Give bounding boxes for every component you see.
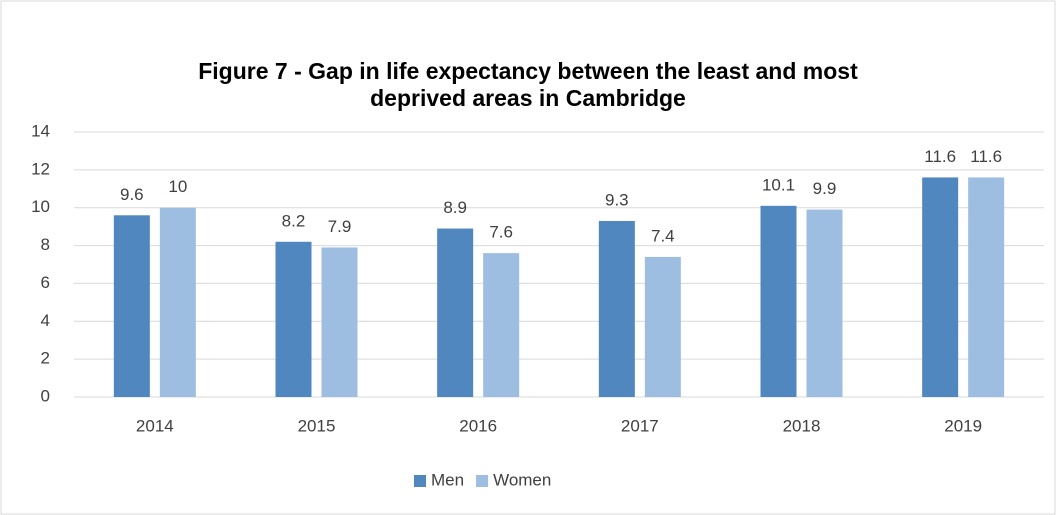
bar — [806, 209, 843, 397]
bar — [321, 247, 358, 397]
bar — [922, 177, 959, 397]
x-tick-label: 2014 — [136, 416, 174, 435]
data-label: 8.2 — [282, 211, 306, 230]
y-tick-label: 14 — [31, 121, 50, 140]
bar — [968, 177, 1005, 397]
data-label: 11.6 — [970, 147, 1002, 166]
data-label: 7.9 — [328, 217, 352, 236]
x-tick-label: 2015 — [298, 416, 336, 435]
data-label: 9.9 — [813, 179, 837, 198]
y-tick-label: 6 — [41, 273, 50, 292]
bar — [113, 215, 150, 397]
y-tick-label: 0 — [41, 386, 50, 405]
data-label: 7.4 — [651, 226, 675, 245]
data-label: 8.9 — [443, 198, 467, 217]
legend-swatch — [476, 475, 489, 487]
bar — [760, 205, 797, 397]
y-tick-label: 8 — [41, 235, 50, 254]
data-label: 10.1 — [762, 175, 795, 194]
legend-label: Men — [431, 470, 464, 489]
bar — [437, 228, 474, 397]
x-tick-label: 2017 — [621, 416, 659, 435]
data-label: 7.6 — [489, 223, 513, 242]
bar — [159, 207, 196, 397]
data-label: 10 — [168, 177, 187, 196]
bar — [275, 241, 312, 397]
bar — [644, 256, 681, 397]
x-tick-label: 2018 — [783, 416, 821, 435]
x-tick-label: 2016 — [459, 416, 497, 435]
legend-swatch — [414, 475, 426, 487]
x-tick-label: 2019 — [944, 416, 982, 435]
data-label: 11.6 — [924, 147, 956, 166]
data-label: 9.6 — [120, 185, 144, 204]
legend-label: Women — [493, 470, 551, 489]
y-tick-label: 2 — [41, 349, 50, 368]
y-tick-label: 4 — [41, 311, 50, 330]
chart-title: Figure 7 - Gap in life expectancy betwee… — [198, 58, 858, 111]
data-label: 9.3 — [605, 190, 629, 209]
bar — [483, 253, 520, 397]
y-tick-label: 10 — [31, 197, 50, 216]
bar — [598, 220, 635, 397]
y-tick-label: 12 — [31, 159, 50, 178]
